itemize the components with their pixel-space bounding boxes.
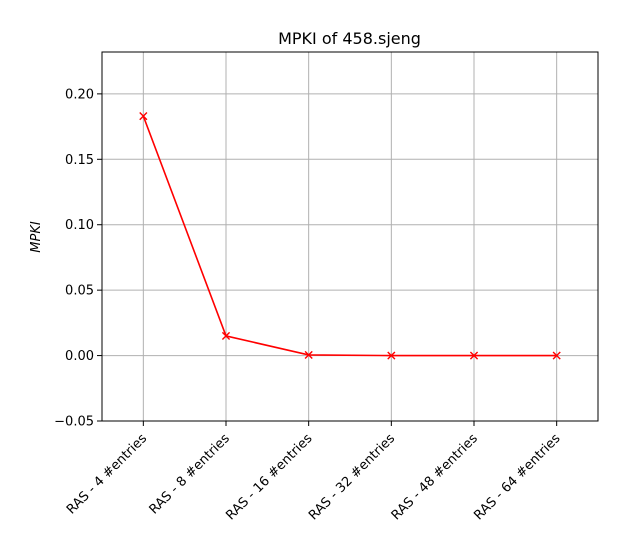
data-point-marker (387, 351, 396, 360)
plot-area-frame (101, 51, 599, 422)
x-tick-label: RAS - 32 #entries (306, 431, 398, 523)
x-tick-label: RAS - 64 #entries (471, 431, 563, 523)
y-tick-label: 0.15 (65, 153, 94, 168)
y-tick-labels: −0.05 0.00 0.05 0.10 0.15 0.20 (54, 87, 94, 429)
data-point-marker (552, 351, 561, 360)
y-tick-label: −0.05 (54, 415, 94, 430)
y-tick-label: 0.00 (65, 349, 94, 364)
y-tick-label: 0.10 (65, 218, 94, 233)
data-point-marker (304, 350, 313, 360)
y-tick-label: 0.05 (65, 284, 94, 299)
axis-ticks (97, 93, 558, 426)
x-tick-label: RAS - 4 #entries (64, 431, 150, 517)
grid-lines (102, 52, 598, 422)
x-tick-label: RAS - 48 #entries (389, 431, 481, 523)
data-point-marker (469, 351, 479, 360)
x-tick-label: RAS - 8 #entries (147, 431, 233, 517)
chart-title: MPKI of 458.sjeng (278, 29, 421, 48)
data-point-marker (221, 331, 231, 341)
y-axis-label: MPKI (29, 221, 44, 253)
series-layer (139, 112, 561, 360)
series-line (142, 115, 557, 357)
data-point-marker (139, 112, 148, 121)
x-tick-label: RAS - 16 #entries (223, 431, 315, 523)
y-tick-label: 0.20 (65, 87, 94, 102)
